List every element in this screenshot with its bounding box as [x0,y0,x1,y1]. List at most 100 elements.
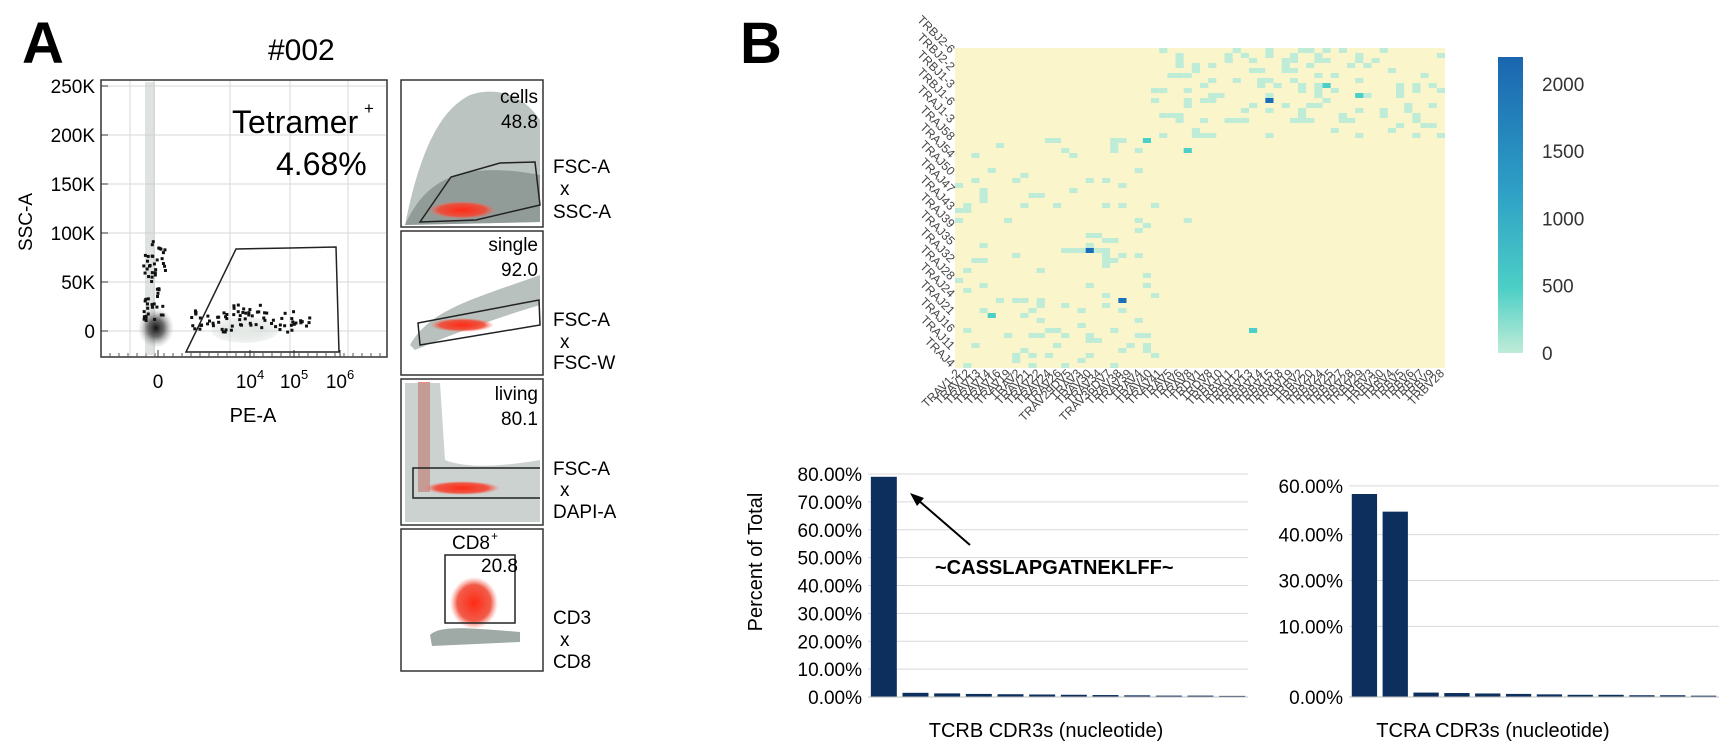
event-dot [224,315,228,319]
heatmap-cell [971,343,980,348]
tetramer-x-ticks: 0 104 105 106 [109,350,381,393]
gate-cells-axis-top: FSC-A [553,157,610,178]
event-dot [238,314,242,318]
tetramer-percent: 4.68% [276,146,367,182]
gate-cd8-name: CD8 [452,533,490,554]
heatmap: TRBJ2-6TRBJ2-2TRBJ1-3TRBJ1-6TRAJ1-3TRAJ5… [914,13,1584,424]
heatmap-cell [963,328,972,333]
bar-y-tick: 80.00% [798,465,863,486]
heatmap-cell [1151,98,1160,103]
heatmap-cell [1412,113,1421,118]
event-dot [199,323,203,327]
event-dot [198,316,202,320]
tetramer-x-tick: 0 [153,372,164,393]
tetramer-gate [184,246,340,353]
event-dot [254,323,258,327]
heatmap-hot-cell [1232,48,1241,53]
heatmap-cell [1053,343,1062,348]
heatmap-cell [979,258,988,263]
heatmap-cell [1412,83,1421,88]
heatmap-cell [955,218,964,223]
heatmap-cell [987,168,996,173]
event-dot [156,291,160,295]
event-dot [142,317,146,321]
heatmap-cell [1175,73,1184,78]
tcra-x-label: TCRA CDR3s (nucleotide) [1376,720,1609,742]
event-dot [307,321,311,325]
event-dot [236,303,240,307]
event-dot [240,323,244,327]
tetramer-y-tick: 50K [61,273,95,294]
bar-y-tick: 30.00% [798,604,863,625]
heatmap-cell [1126,343,1135,348]
heatmap-cell [1265,93,1274,98]
event-dot [294,321,298,325]
panel-b: B TRBJ2-6TRBJ2-2TRBJ1-3TRBJ1-6TRAJ1-3TRA… [740,11,1719,742]
event-dot [161,304,165,308]
event-dot [242,307,246,311]
heatmap-cell [1151,353,1160,358]
bar [1475,693,1501,697]
heatmap-cell [1020,348,1029,353]
heatmap-cell [1216,93,1225,98]
event-dot [262,316,266,320]
event-dot [250,314,254,318]
event-dot [292,322,296,326]
heatmap-cell [1298,48,1307,53]
heatmap-cell [1036,268,1045,273]
gate-cd8-sup: + [491,529,498,543]
bar-y-tick: 10.00% [798,660,863,681]
event-dot [257,310,261,314]
heatmap-cell [1289,53,1298,58]
bar [1598,694,1624,697]
tetramer-y-tick: 150K [51,175,96,196]
heatmap-cell [1412,88,1421,93]
event-dot [270,321,274,325]
heatmap-cell [971,258,980,263]
heatmap-cell [1151,88,1160,93]
heatmap-cell [1371,58,1380,63]
gate-living-value: 80.1 [501,409,538,430]
heatmap-cell [1183,103,1192,108]
heatmap-cell [1036,333,1045,338]
event-dot [258,303,262,307]
heatmap-hot-cell [1249,58,1258,63]
heatmap-cell [1404,103,1413,108]
heatmap-cell [979,243,988,248]
heatmap-cell [1224,58,1233,63]
sample-id: #002 [268,34,335,67]
heatmap-cell [1028,308,1037,313]
heatmap-cell [1428,83,1437,88]
heatmap-cell [1281,68,1290,73]
gate-living-axis-top: FSC-A [553,459,610,480]
heatmap-cell [955,183,964,188]
heatmap-cell [1110,328,1119,333]
tetramer-y-label: SSC-A [16,193,37,251]
bar [1124,695,1151,697]
gate-single-polygon [417,299,541,346]
heatmap-cell [971,153,980,158]
event-dot [161,313,165,317]
tetramer-y-tick: 250K [51,77,96,98]
heatmap-cell [995,298,1004,303]
event-dot [147,275,151,279]
heatmap-cell [1085,333,1094,338]
heatmap-cell [1036,193,1045,198]
heatmap-cell [1249,68,1258,73]
tetramer-label-sup: + [364,99,374,118]
heatmap-cell [1191,133,1200,138]
heatmap-hot-cell [1102,178,1111,183]
heatmap-cell [1183,73,1192,78]
heatmap-cell [1118,203,1127,208]
heatmap-cell [1085,338,1094,343]
heatmap-hot-cell [963,288,972,293]
event-dot [208,319,212,323]
gate-living: living 80.1 FSC-A x DAPI-A [400,378,617,526]
heatmap-cell [1183,88,1192,93]
tetramer-x-label: PE-A [230,405,277,427]
event-dot [146,306,150,310]
event-dot [150,275,154,279]
event-dot [283,311,287,315]
heatmap-cell [995,143,1004,148]
heatmap-cell [1420,123,1429,128]
